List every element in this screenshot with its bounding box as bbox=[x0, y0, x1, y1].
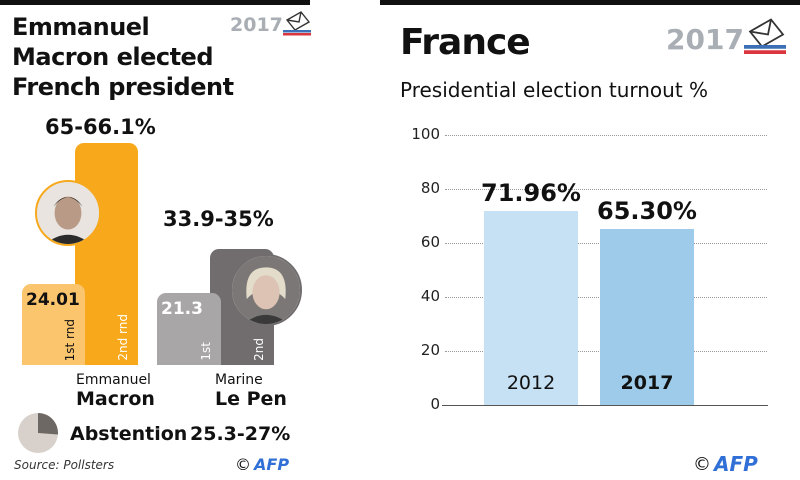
afp-logo: AFP bbox=[254, 455, 290, 474]
envelope-icon bbox=[743, 18, 786, 54]
candidate-last-name: Le Pen bbox=[215, 388, 287, 410]
abstention-label: Abstention bbox=[70, 423, 188, 445]
y-tick-label: 20 bbox=[420, 341, 440, 359]
round2-caption: 2nd rnd bbox=[116, 314, 130, 361]
turnout-value-label: 71.96% bbox=[481, 178, 581, 207]
y-tick-label: 80 bbox=[420, 179, 440, 197]
candidate-last-name: Macron bbox=[76, 388, 155, 410]
copyright-symbol: © bbox=[235, 455, 251, 474]
y-tick-label: 100 bbox=[411, 125, 440, 143]
logo-year: 2017 bbox=[666, 23, 744, 56]
round1-value: 24.01 bbox=[26, 289, 80, 310]
round2-bar bbox=[75, 143, 138, 365]
turnout-bar bbox=[484, 210, 578, 405]
title-line: French president bbox=[12, 73, 234, 101]
y-tick-label: 40 bbox=[420, 287, 440, 305]
x-axis-line bbox=[442, 405, 768, 406]
abstention-pie bbox=[17, 412, 59, 458]
candidate-first-name: Marine bbox=[215, 372, 263, 388]
turnout-bar bbox=[600, 228, 694, 405]
round1-bar bbox=[157, 293, 221, 365]
copyright-symbol: © bbox=[693, 453, 711, 475]
right-title: France bbox=[400, 22, 531, 63]
abstention-value: 25.3-27% bbox=[190, 423, 291, 445]
source-note: Source: Pollsters bbox=[14, 458, 115, 472]
y-tick-label: 60 bbox=[420, 233, 440, 251]
left-top-rule bbox=[0, 0, 310, 5]
round2-value: 33.9-35% bbox=[163, 207, 274, 231]
pie-slice-abstention bbox=[38, 413, 58, 435]
round1-caption: 1st rnd bbox=[63, 318, 77, 361]
gridline bbox=[445, 189, 767, 190]
logo-year: 2017 bbox=[230, 14, 283, 36]
round2-caption: 2nd bbox=[252, 338, 266, 361]
gridline bbox=[445, 135, 767, 136]
afp-logo: AFP bbox=[714, 452, 758, 476]
afp-credit: © AFP bbox=[693, 452, 758, 476]
election-2017-logo: 2017 bbox=[230, 10, 311, 36]
candidate-photo bbox=[35, 180, 101, 246]
chart-subtitle: Presidential election turnout % bbox=[400, 78, 709, 102]
x-category-label: 2012 bbox=[506, 372, 556, 394]
round1-bar bbox=[22, 283, 85, 365]
envelope-icon bbox=[282, 11, 311, 36]
right-top-rule bbox=[380, 0, 800, 5]
turnout-value-label: 65.30% bbox=[597, 196, 697, 225]
round1-value: 21.3 bbox=[161, 299, 203, 319]
election-2017-logo: 2017 bbox=[666, 16, 786, 56]
round2-value: 65-66.1% bbox=[45, 115, 156, 139]
title-line: Emmanuel bbox=[12, 13, 150, 41]
title-line: Macron elected bbox=[12, 43, 214, 71]
candidate-first-name: Emmanuel bbox=[76, 372, 151, 388]
afp-credit: © AFP bbox=[235, 455, 289, 474]
round1-caption: 1st bbox=[199, 342, 213, 361]
y-tick-label: 0 bbox=[430, 395, 440, 413]
candidate-photo bbox=[230, 254, 302, 326]
x-category-label: 2017 bbox=[620, 372, 674, 394]
left-title: Emmanuel Macron elected French president bbox=[12, 12, 252, 102]
